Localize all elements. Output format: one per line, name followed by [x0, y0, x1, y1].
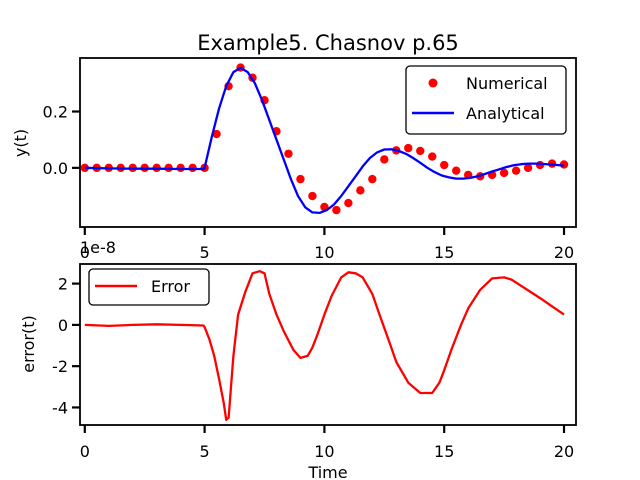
- x-tick-label-top: 20: [554, 243, 574, 262]
- legend-top: Numerical Analytical: [405, 65, 567, 135]
- data-point-numerical: [428, 152, 437, 161]
- data-point-numerical: [511, 166, 521, 175]
- y-tick-label-bottom: 0: [58, 316, 68, 335]
- x-tick-label-top: 0: [80, 243, 90, 262]
- y-tick-label-bottom: -2: [52, 357, 68, 376]
- y-tick-label-top: 0.2: [43, 103, 68, 122]
- data-point-numerical: [499, 168, 509, 178]
- data-point-numerical: [356, 186, 365, 195]
- y-tick-label-bottom: -4: [52, 398, 68, 417]
- x-axis-label-bottom: Time: [307, 463, 347, 480]
- legend-label-numerical: Numerical: [466, 74, 548, 93]
- y-tick-label-bottom: 2: [58, 275, 68, 294]
- series-line-error: [84, 270, 565, 421]
- data-point-numerical: [416, 146, 425, 156]
- y-tick-label-top: 0.0: [43, 159, 68, 178]
- data-point-numerical: [296, 174, 305, 184]
- panel-top: 0 5 10 15 20 0.0 0.2 y(t) 1e-8 Numerical Analy…: [11, 57, 577, 262]
- legend-label-error: Error: [151, 277, 190, 296]
- data-point-numerical: [451, 166, 461, 175]
- x-tick-label-bottom: 15: [434, 442, 454, 461]
- data-point-numerical: [188, 163, 197, 173]
- data-point-numerical: [344, 198, 353, 208]
- data-point-numerical: [332, 205, 341, 215]
- x-tick-label-top: 10: [314, 243, 334, 262]
- legend-label-analytical: Analytical: [466, 104, 545, 123]
- data-point-numerical: [523, 163, 533, 173]
- data-point-numerical: [440, 160, 449, 170]
- x-tick-label-bottom: 5: [200, 442, 210, 461]
- data-point-numerical: [368, 174, 377, 184]
- data-point-numerical: [212, 129, 221, 139]
- legend-marker-numerical: [428, 78, 438, 88]
- data-point-numerical: [80, 163, 89, 173]
- x-tick-label-top: 5: [200, 243, 210, 262]
- panel-bottom: 0 5 10 15 20 -4 -2 0 2 error(t) Time Error: [19, 263, 577, 480]
- data-point-numerical: [308, 191, 317, 201]
- x-tick-label-top: 15: [434, 243, 454, 262]
- data-point-numerical: [404, 143, 413, 153]
- data-point-numerical: [284, 149, 293, 158]
- figure-title: Example5. Chasnov p.65: [197, 31, 459, 55]
- legend-box-top: [405, 65, 567, 135]
- x-tick-label-bottom: 20: [554, 442, 574, 461]
- offset-text-top: 1e-8: [80, 238, 116, 257]
- legend-bottom: Error: [88, 268, 210, 306]
- data-point-numerical: [380, 155, 389, 164]
- legend-box-bottom: [88, 268, 210, 306]
- series-line-analytical: [84, 66, 565, 215]
- x-tick-label-bottom: 0: [80, 442, 90, 461]
- y-axis-label-top: y(t): [11, 129, 30, 157]
- y-axis-label-bottom: error(t): [19, 315, 38, 373]
- x-tick-label-bottom: 10: [314, 442, 334, 461]
